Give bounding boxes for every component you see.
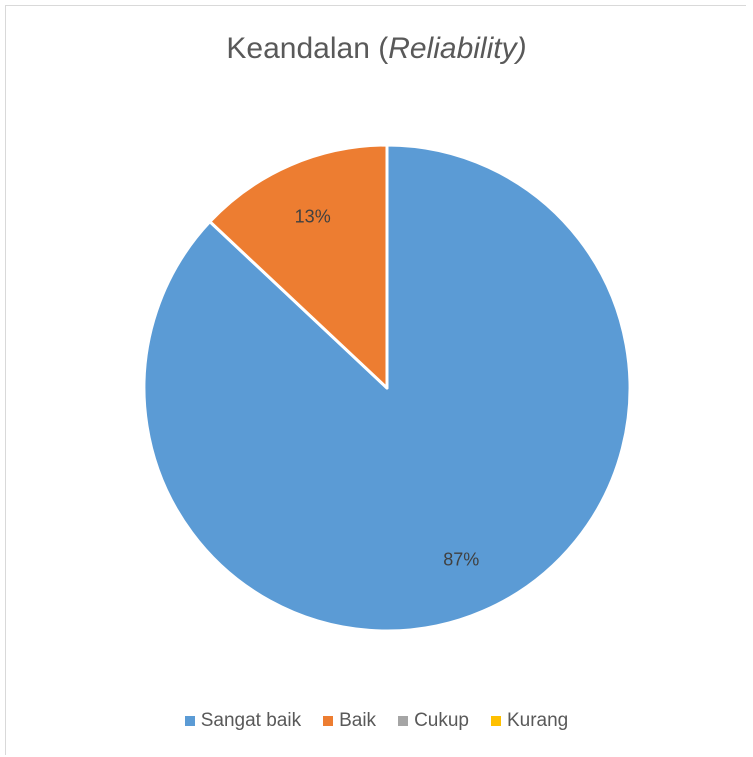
legend-item-kurang: Kurang xyxy=(490,710,569,732)
legend-swatch xyxy=(184,716,195,726)
chart-title-italic: Reliability) xyxy=(388,32,527,65)
legend-label: Sangat baik xyxy=(200,710,302,731)
chart-title-main: Keandalan ( xyxy=(226,32,389,65)
legend-label: Cukup xyxy=(414,710,469,731)
chart-title: Keandalan (Reliability) xyxy=(0,32,753,66)
legend-swatch xyxy=(323,716,334,726)
legend-label: Kurang xyxy=(506,710,569,731)
data-label: 87% xyxy=(443,550,479,570)
legend: Sangat baik Baik Cukup Kurang xyxy=(0,710,753,732)
legend-swatch xyxy=(490,716,501,726)
data-label: 13% xyxy=(295,206,331,226)
legend-item-sangat-baik: Sangat baik xyxy=(184,710,302,732)
pie-slice-baik xyxy=(208,143,389,390)
legend-swatch xyxy=(398,716,409,726)
chart-frame xyxy=(5,5,746,755)
legend-item-baik: Baik xyxy=(323,710,376,732)
legend-item-cukup: Cukup xyxy=(398,710,469,732)
legend-label: Baik xyxy=(339,710,377,731)
